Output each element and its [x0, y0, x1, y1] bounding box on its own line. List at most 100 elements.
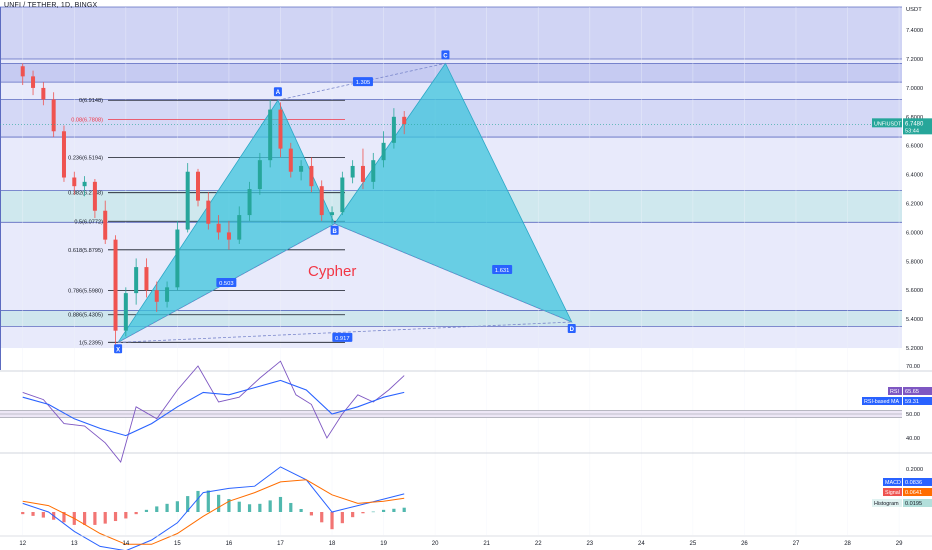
macd-value: 0.0836 [905, 480, 922, 486]
pattern-point-label-D: D [570, 327, 575, 333]
time-tick-7: 19 [380, 541, 387, 547]
fib-label-1: 0.08(6.7808) [71, 118, 103, 124]
ratio-label-1: 0.503 [219, 281, 234, 287]
macd-line [22, 466, 405, 550]
rsi-tick-2: 40.00 [906, 436, 920, 442]
fib-label-6: 0.786(5.5980) [68, 289, 103, 295]
price-tick-9: 5.6000 [906, 288, 923, 294]
macd-hist-bar-12 [144, 509, 149, 512]
candle-body-10 [123, 293, 128, 331]
candle-body-9 [113, 239, 118, 331]
macd-hist-bar-31 [340, 512, 344, 524]
symbol-badge [872, 118, 902, 128]
time-tick-10: 22 [535, 541, 542, 547]
rsi-ma-name: RSI-based MA [864, 399, 899, 405]
price-tick-8: 5.8000 [906, 259, 923, 265]
candle-body-2 [41, 87, 46, 100]
time-tick-9: 21 [483, 541, 490, 547]
pattern-point-badge-D [567, 324, 576, 334]
candle-body-0 [20, 66, 25, 77]
hist-value-badge [903, 499, 932, 507]
candle-body-29 [319, 186, 324, 216]
macd-value-badge [903, 478, 932, 486]
macd-hist-bar-16 [186, 496, 190, 512]
fib-label-0: 0(6.9148) [79, 98, 103, 104]
macd-hist-bar-15 [175, 501, 179, 512]
ratio-label-3: 0.917 [335, 336, 350, 342]
candle-body-4 [61, 131, 66, 178]
macd-hist-bar-22 [247, 504, 252, 512]
macd-tick-0: 0.2000 [906, 467, 923, 473]
macd-hist-bar-6 [82, 512, 87, 525]
macd-hist-bar-32 [351, 512, 355, 518]
candle-body-25 [278, 109, 283, 149]
candle-body-34 [371, 160, 376, 182]
macd-hist-bar-34 [371, 511, 375, 513]
macd-hist-bar-17 [196, 490, 200, 512]
time-tick-17: 29 [896, 541, 903, 547]
price-axis-bg [902, 0, 932, 550]
pattern-point-badge-C [441, 50, 450, 60]
macd-hist-bar-20 [227, 499, 231, 512]
macd-hist-bar-28 [309, 512, 314, 516]
signal-name-badge [883, 488, 902, 496]
candle-body-8 [103, 210, 108, 240]
candle-body-17 [196, 171, 201, 201]
pattern-point-label-B: B [332, 229, 337, 235]
candle-body-24 [268, 109, 273, 161]
macd-hist-bar-25 [278, 496, 283, 512]
candle-body-36 [391, 116, 396, 143]
connector-xd [118, 321, 572, 343]
macd-hist-bar-18 [206, 490, 210, 512]
candle-body-37 [402, 116, 407, 125]
ratio-badge-1 [216, 277, 237, 287]
price-tick-7: 6.0000 [906, 230, 923, 236]
candle-body-6 [82, 181, 87, 187]
macd-hist-bar-9 [113, 512, 118, 522]
candle-body-30 [330, 212, 335, 216]
signal-value: 0.0641 [905, 490, 922, 496]
macd-hist-bar-36 [392, 508, 396, 512]
candle-body-7 [92, 181, 97, 211]
rsi-value-badge [903, 387, 932, 395]
ratio-badge-0 [352, 77, 373, 87]
macd-hist-bar-26 [289, 502, 293, 512]
macd-hist-bar-23 [258, 503, 262, 512]
candle-body-15 [175, 229, 180, 288]
fib-label-4: 0.5(6.0772) [74, 219, 103, 225]
candle-body-20 [226, 232, 231, 240]
candle-body-14 [165, 287, 170, 302]
rsi-tick-0: 70.00 [906, 364, 920, 370]
upper-zone [0, 7, 902, 60]
price-tick-2: 7.0000 [906, 86, 923, 92]
price-tick-6: 6.2000 [906, 202, 923, 208]
price-tick-10: 5.4000 [906, 317, 923, 323]
macd-hist-bar-7 [93, 512, 97, 525]
hist-name: Histogram [874, 501, 899, 507]
macd-hist-bar-29 [320, 512, 324, 523]
time-tick-5: 17 [277, 541, 284, 547]
time-tick-14: 26 [741, 541, 748, 547]
time-tick-8: 20 [432, 541, 439, 547]
ratio-label-0: 1.305 [356, 80, 371, 86]
time-tick-4: 16 [226, 541, 233, 547]
fib-label-7: 0.886(5.4305) [68, 313, 103, 319]
candle-body-35 [381, 142, 386, 161]
candle-body-32 [350, 165, 355, 178]
candle-body-27 [299, 165, 304, 172]
candle-body-22 [247, 189, 252, 216]
pattern-name: Cypher [308, 263, 356, 280]
macd-hist-bar-13 [155, 506, 159, 512]
macd-hist-bar-21 [237, 501, 241, 512]
macd-hist-bar-24 [268, 500, 272, 512]
candle-body-31 [340, 177, 345, 213]
candle-body-19 [216, 223, 221, 233]
macd-hist-bar-0 [21, 512, 25, 515]
time-tick-3: 15 [174, 541, 181, 547]
price-tick-4: 6.6000 [906, 144, 923, 150]
candle-body-11 [134, 267, 139, 294]
ratio-badge-3 [332, 332, 353, 342]
fib-label-5: 0.618(5.8795) [68, 248, 103, 254]
